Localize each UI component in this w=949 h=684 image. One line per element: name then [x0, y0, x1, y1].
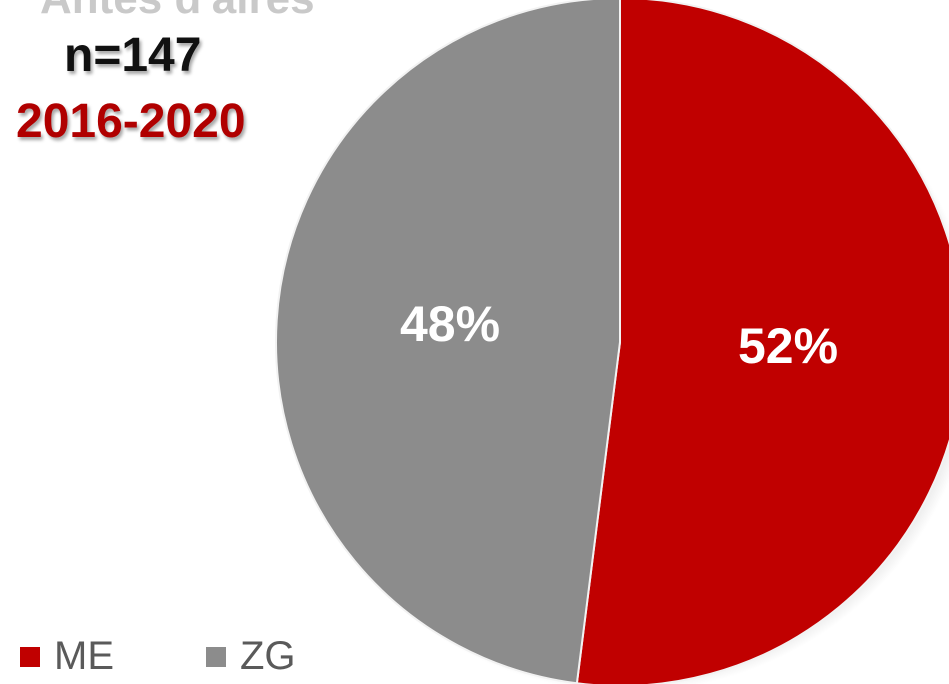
period-label: 2016-2020 — [16, 95, 246, 148]
pie-slice-zg — [275, 0, 621, 684]
legend-item-me: ME — [20, 634, 114, 679]
partial-top-title: Antes d'aires — [40, 0, 315, 24]
legend-label-zg: ZG — [240, 634, 296, 678]
pie-slice-me — [575, 0, 949, 684]
pie-slices — [275, 0, 949, 684]
legend-label-me: ME — [54, 634, 114, 678]
legend-swatch-zg — [206, 646, 226, 667]
legend-item-zg: ZG — [206, 634, 296, 679]
legend: ME ZG — [20, 634, 388, 679]
sample-size-label: n=147 — [64, 29, 202, 82]
pie-label-zg: 48% — [400, 296, 500, 352]
legend-swatch-me — [20, 646, 40, 667]
pie-label-me: 52% — [738, 318, 838, 374]
pie-labels: 52% 48% — [400, 296, 838, 374]
